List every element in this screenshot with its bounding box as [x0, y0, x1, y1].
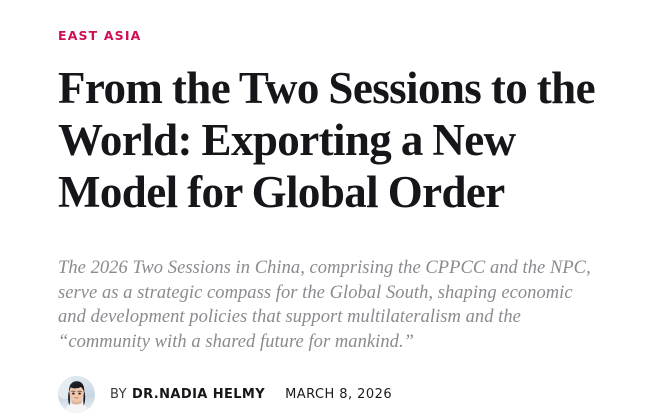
byline-text: BY DR.NADIA HELMY MARCH 8, 2026 [110, 387, 392, 402]
page-title: From the Two Sessions to the World: Expo… [58, 63, 596, 217]
byline: BY DR.NADIA HELMY MARCH 8, 2026 [58, 376, 603, 413]
category-tag-east-asia[interactable]: EAST ASIA [58, 28, 142, 43]
avatar[interactable] [58, 376, 95, 413]
category-row: EAST ASIA [58, 28, 603, 44]
byline-prefix: BY [110, 387, 127, 403]
publish-date: MARCH 8, 2026 [285, 387, 393, 403]
article-dek: The 2026 Two Sessions in China, comprisi… [58, 258, 591, 352]
author-link[interactable]: DR.NADIA HELMY [131, 387, 266, 403]
